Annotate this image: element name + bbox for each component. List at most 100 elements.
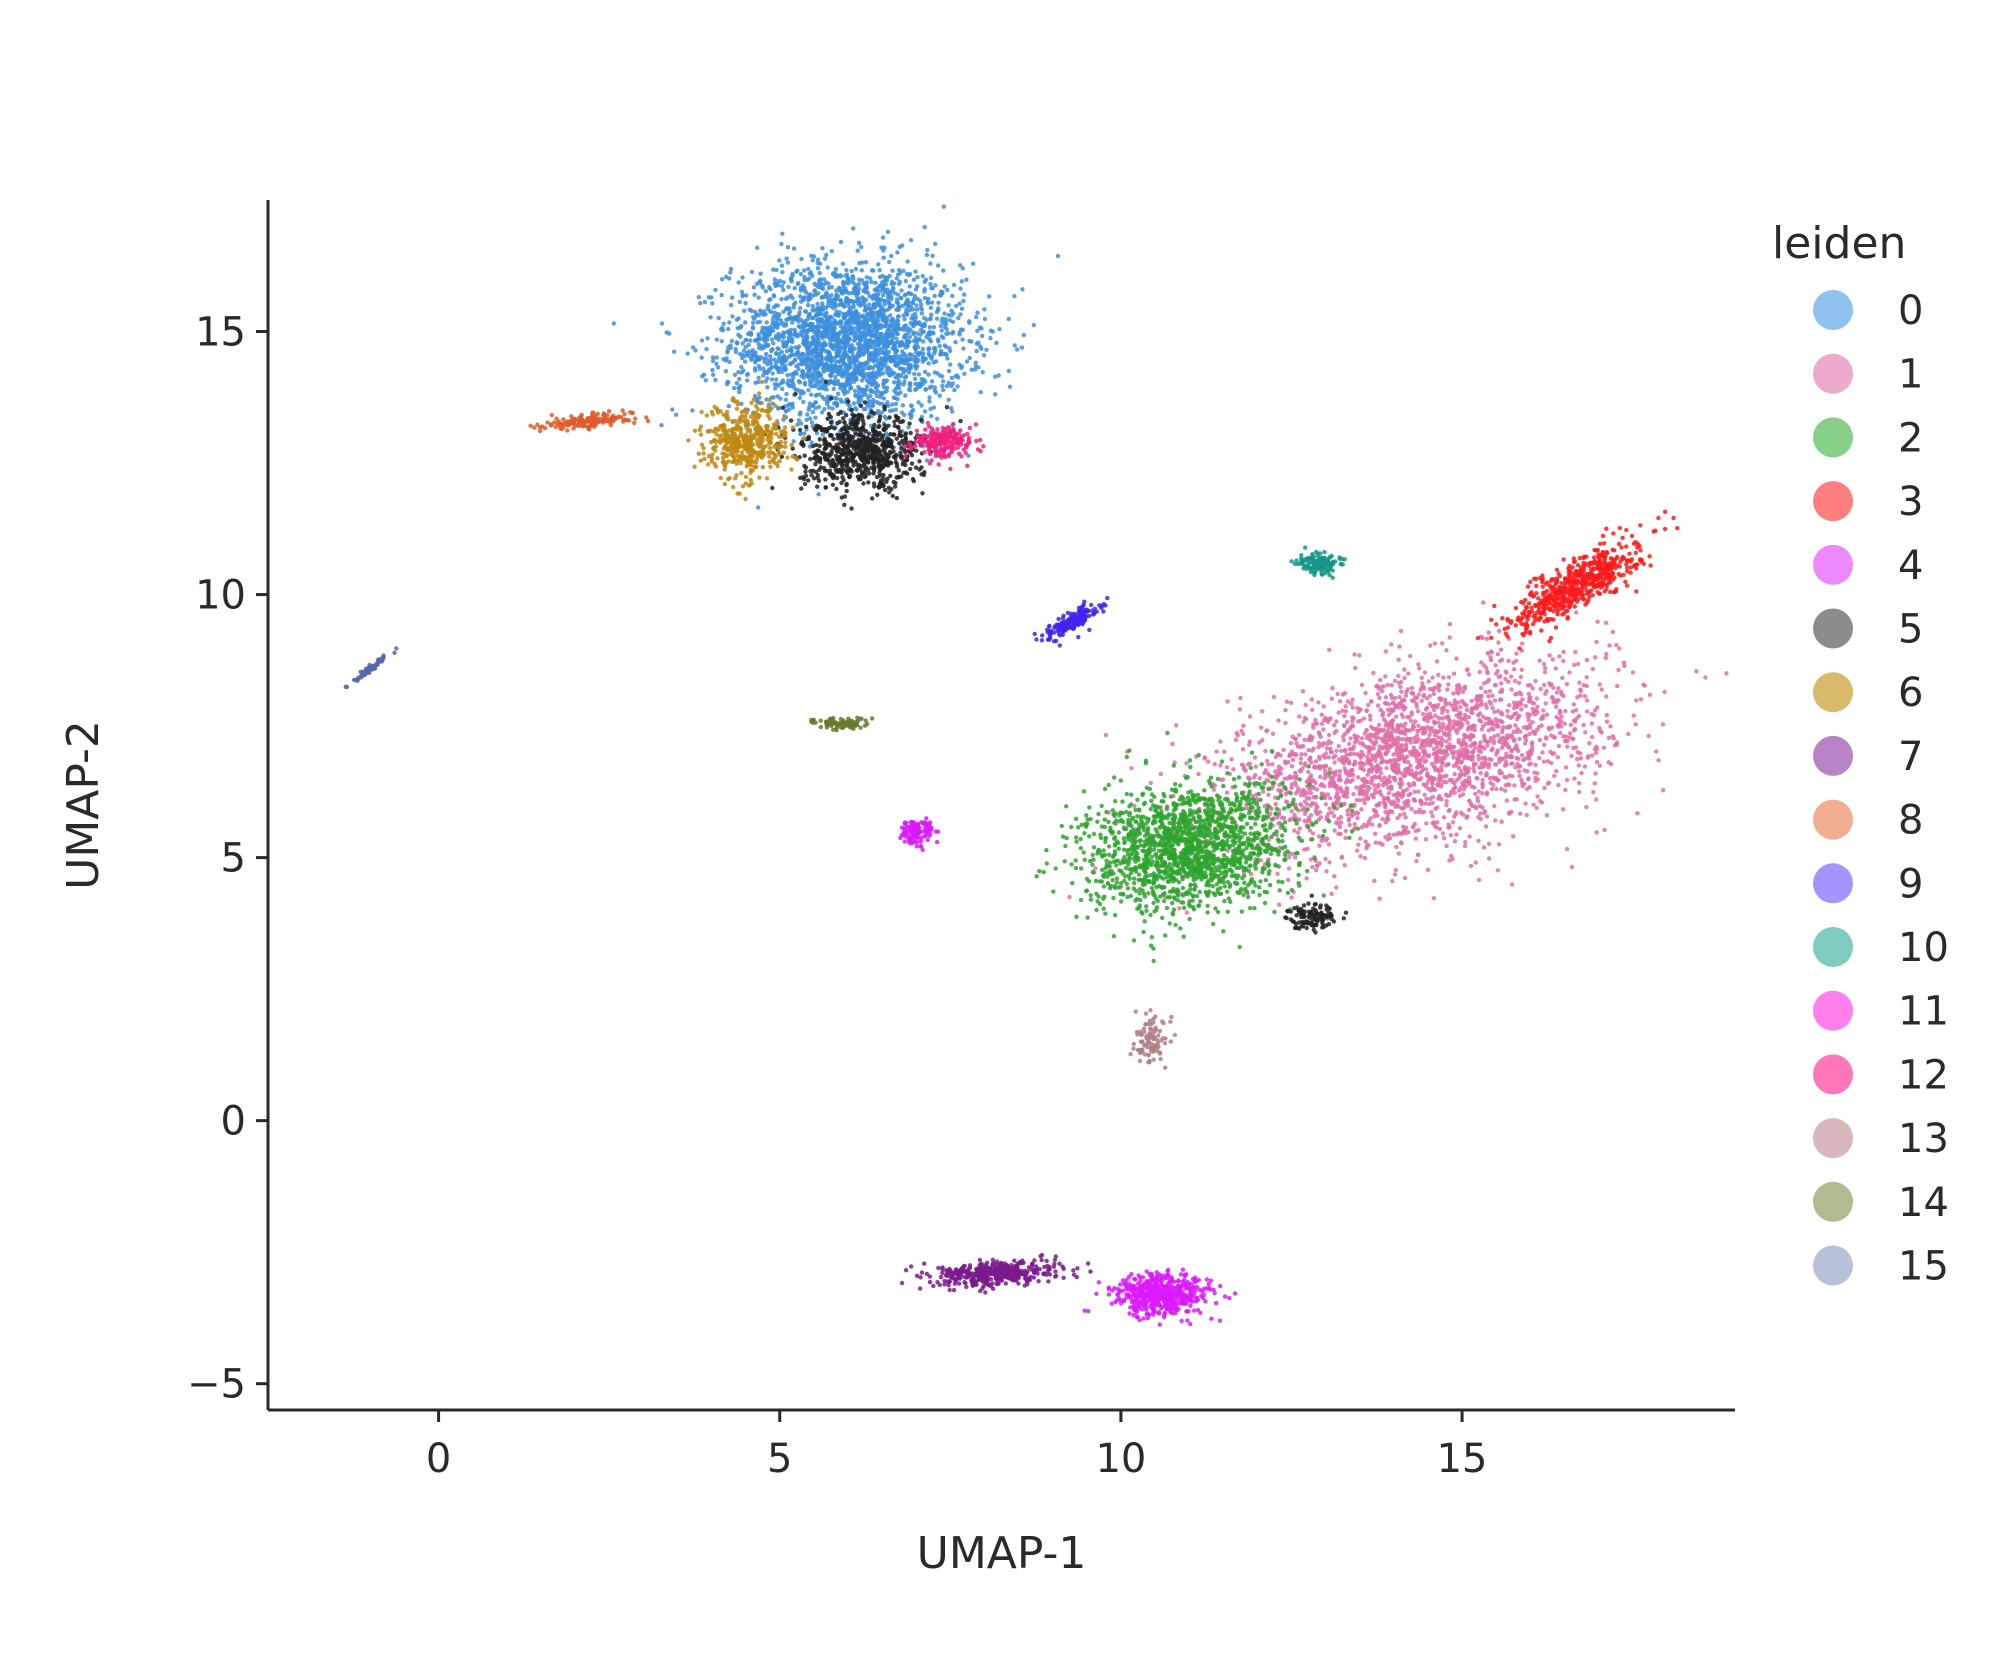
data-point [1604,651,1609,657]
data-point [1592,781,1598,786]
data-point [888,319,894,324]
data-point [921,329,926,334]
data-point [918,383,923,389]
data-point [1514,797,1519,802]
data-point [1498,674,1503,679]
data-point [1362,801,1367,806]
data-point [871,358,876,364]
data-point [1497,756,1502,761]
data-point [1483,757,1488,763]
data-point [1581,722,1586,728]
data-point [926,372,931,377]
data-point [1626,731,1631,737]
data-point [1466,672,1472,677]
data-point [1403,721,1408,726]
data-point [1220,777,1226,782]
data-point [819,349,824,355]
data-point [1264,728,1269,734]
data-point [749,269,755,275]
data-point [893,353,898,358]
data-point [1277,902,1282,907]
data-point [844,364,849,370]
data-point [820,301,825,306]
data-point [1386,785,1391,791]
data-point [1513,723,1518,728]
data-point [945,287,950,293]
data-point [841,334,846,339]
data-point [1148,780,1154,786]
data-point [1569,864,1575,870]
data-point [772,386,778,391]
data-point [845,389,851,395]
data-point [1469,726,1475,732]
data-point [1383,732,1388,737]
data-point [1436,672,1441,678]
data-point [761,366,766,371]
data-point [1332,760,1337,765]
data-point [1406,766,1411,771]
data-point [1512,711,1517,717]
data-point [1378,771,1384,776]
data-point [891,345,897,350]
data-point [946,397,951,402]
data-point [857,346,862,351]
data-point [1405,714,1410,720]
data-point [698,301,703,306]
data-point [904,361,909,366]
data-point [756,356,761,361]
data-point [1447,621,1453,627]
data-point [819,386,824,391]
data-point [823,319,829,324]
data-point [833,374,838,380]
data-point [922,286,927,292]
data-point [832,326,837,331]
data-point [1493,762,1498,767]
data-point [764,370,769,376]
data-point [1384,765,1389,771]
data-point [1327,806,1332,811]
data-point [1519,753,1525,758]
data-point [889,289,895,294]
data-point [856,299,862,304]
data-point [859,268,864,273]
data-point [1526,777,1531,782]
data-point [932,293,937,299]
data-point [897,381,903,386]
data-point [924,252,930,258]
data-point [1421,694,1427,699]
data-point [952,387,957,393]
data-point [1480,714,1486,719]
data-point [1383,820,1389,825]
data-point [1531,802,1536,807]
data-point [1556,686,1561,691]
data-point [944,383,950,389]
data-point [847,317,852,323]
data-point [879,332,884,337]
data-point [772,277,777,282]
data-point [1424,781,1430,786]
data-point [1487,756,1492,762]
data-point [1055,253,1061,259]
data-point [1396,673,1401,679]
data-point [1574,756,1580,762]
data-point [1646,733,1651,739]
data-point [809,420,815,425]
data-point [1642,683,1647,688]
data-point [1475,698,1481,703]
data-point [826,357,831,362]
data-point [1486,694,1491,699]
data-point [1528,725,1533,730]
data-point [1350,705,1356,710]
data-point [950,381,955,386]
data-point [1235,733,1241,738]
data-point [1396,851,1402,856]
data-point [1396,701,1402,707]
data-point [974,348,979,354]
data-point [1397,730,1402,735]
data-point [1304,876,1309,881]
data-point [949,375,955,381]
data-point [1630,670,1636,675]
data-point [880,316,885,321]
data-point [851,226,856,231]
data-point [800,325,806,330]
